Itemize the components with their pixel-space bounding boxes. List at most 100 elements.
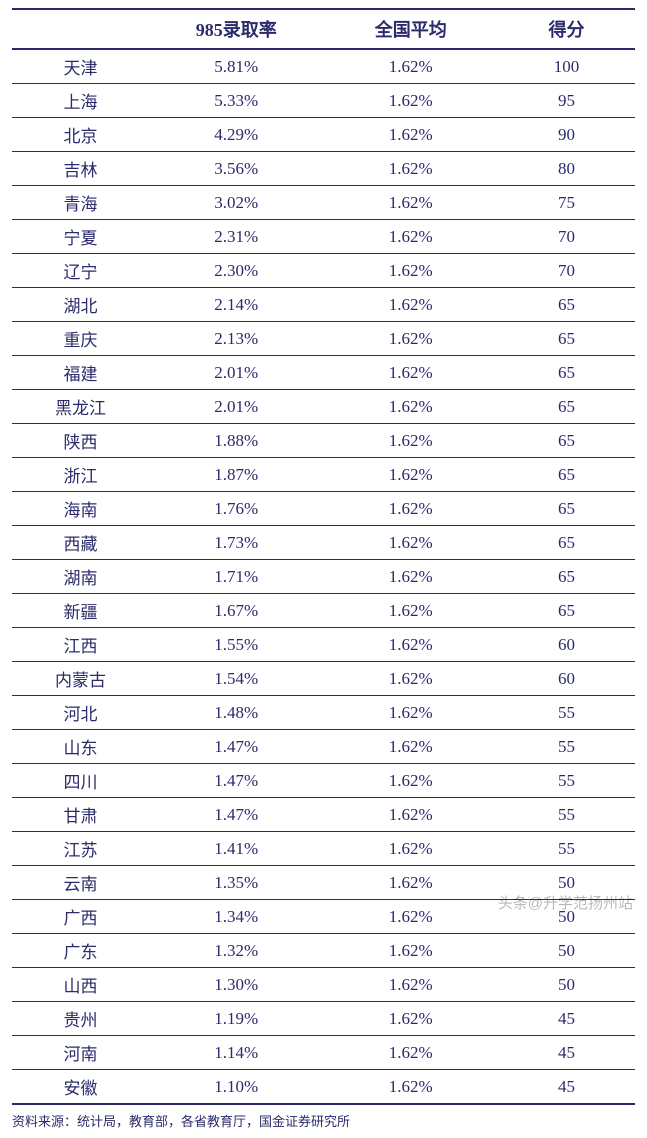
cell: 45 [498, 1070, 635, 1105]
table-row: 天津5.81%1.62%100 [12, 49, 635, 84]
cell: 50 [498, 968, 635, 1002]
cell: 安徽 [12, 1070, 149, 1105]
cell: 65 [498, 560, 635, 594]
cell: 60 [498, 662, 635, 696]
table-row: 海南1.76%1.62%65 [12, 492, 635, 526]
table-row: 河南1.14%1.62%45 [12, 1036, 635, 1070]
cell: 1.62% [323, 424, 497, 458]
cell: 1.30% [149, 968, 323, 1002]
cell: 河南 [12, 1036, 149, 1070]
cell: 1.62% [323, 662, 497, 696]
table-row: 湖北2.14%1.62%65 [12, 288, 635, 322]
header-row: 985录取率全国平均得分 [12, 9, 635, 49]
cell: 55 [498, 696, 635, 730]
cell: 1.34% [149, 900, 323, 934]
cell: 广西 [12, 900, 149, 934]
table-row: 浙江1.87%1.62%65 [12, 458, 635, 492]
cell: 1.62% [323, 49, 497, 84]
cell: 1.62% [323, 730, 497, 764]
cell: 天津 [12, 49, 149, 84]
cell: 1.62% [323, 696, 497, 730]
cell: 1.55% [149, 628, 323, 662]
cell: 65 [498, 492, 635, 526]
table-row: 安徽1.10%1.62%45 [12, 1070, 635, 1105]
table-row: 福建2.01%1.62%65 [12, 356, 635, 390]
table-row: 青海3.02%1.62%75 [12, 186, 635, 220]
cell: 1.41% [149, 832, 323, 866]
table-row: 陕西1.88%1.62%65 [12, 424, 635, 458]
cell: 1.62% [323, 560, 497, 594]
table-row: 江西1.55%1.62%60 [12, 628, 635, 662]
table-row: 河北1.48%1.62%55 [12, 696, 635, 730]
cell: 1.54% [149, 662, 323, 696]
cell: 50 [498, 900, 635, 934]
cell: 70 [498, 254, 635, 288]
cell: 1.62% [323, 526, 497, 560]
table-row: 上海5.33%1.62%95 [12, 84, 635, 118]
cell: 1.62% [323, 186, 497, 220]
cell: 65 [498, 288, 635, 322]
cell: 宁夏 [12, 220, 149, 254]
table-row: 山西1.30%1.62%50 [12, 968, 635, 1002]
table-row: 山东1.47%1.62%55 [12, 730, 635, 764]
cell: 内蒙古 [12, 662, 149, 696]
cell: 1.47% [149, 730, 323, 764]
table-row: 甘肃1.47%1.62%55 [12, 798, 635, 832]
cell: 河北 [12, 696, 149, 730]
cell: 1.62% [323, 288, 497, 322]
cell: 1.19% [149, 1002, 323, 1036]
cell: 55 [498, 832, 635, 866]
cell: 1.62% [323, 390, 497, 424]
cell: 1.47% [149, 798, 323, 832]
cell: 2.13% [149, 322, 323, 356]
cell: 云南 [12, 866, 149, 900]
cell: 1.10% [149, 1070, 323, 1105]
cell: 海南 [12, 492, 149, 526]
cell: 1.62% [323, 764, 497, 798]
cell: 5.33% [149, 84, 323, 118]
table-row: 新疆1.67%1.62%65 [12, 594, 635, 628]
table-row: 四川1.47%1.62%55 [12, 764, 635, 798]
table-row: 云南1.35%1.62%50 [12, 866, 635, 900]
table-row: 广西1.34%1.62%50 [12, 900, 635, 934]
table-row: 辽宁2.30%1.62%70 [12, 254, 635, 288]
cell: 55 [498, 764, 635, 798]
cell: 1.32% [149, 934, 323, 968]
cell: 福建 [12, 356, 149, 390]
cell: 65 [498, 356, 635, 390]
cell: 青海 [12, 186, 149, 220]
cell: 甘肃 [12, 798, 149, 832]
cell: 北京 [12, 118, 149, 152]
admission-rate-table: 985录取率全国平均得分 天津5.81%1.62%100上海5.33%1.62%… [12, 8, 635, 1105]
cell: 1.88% [149, 424, 323, 458]
cell: 65 [498, 322, 635, 356]
cell: 65 [498, 458, 635, 492]
cell: 1.62% [323, 152, 497, 186]
cell: 1.62% [323, 356, 497, 390]
table-container: 985录取率全国平均得分 天津5.81%1.62%100上海5.33%1.62%… [0, 0, 647, 1138]
cell: 5.81% [149, 49, 323, 84]
cell: 湖北 [12, 288, 149, 322]
table-row: 吉林3.56%1.62%80 [12, 152, 635, 186]
cell: 1.62% [323, 1036, 497, 1070]
table-head: 985录取率全国平均得分 [12, 9, 635, 49]
cell: 1.62% [323, 968, 497, 1002]
cell: 浙江 [12, 458, 149, 492]
col-header-1: 985录取率 [149, 9, 323, 49]
cell: 1.62% [323, 84, 497, 118]
table-row: 内蒙古1.54%1.62%60 [12, 662, 635, 696]
cell: 45 [498, 1002, 635, 1036]
col-header-0 [12, 9, 149, 49]
cell: 1.62% [323, 322, 497, 356]
cell: 1.62% [323, 594, 497, 628]
cell: 2.14% [149, 288, 323, 322]
cell: 1.71% [149, 560, 323, 594]
cell: 55 [498, 730, 635, 764]
cell: 95 [498, 84, 635, 118]
table-row: 湖南1.71%1.62%65 [12, 560, 635, 594]
cell: 广东 [12, 934, 149, 968]
cell: 1.62% [323, 118, 497, 152]
cell: 江苏 [12, 832, 149, 866]
cell: 2.01% [149, 356, 323, 390]
table-row: 贵州1.19%1.62%45 [12, 1002, 635, 1036]
